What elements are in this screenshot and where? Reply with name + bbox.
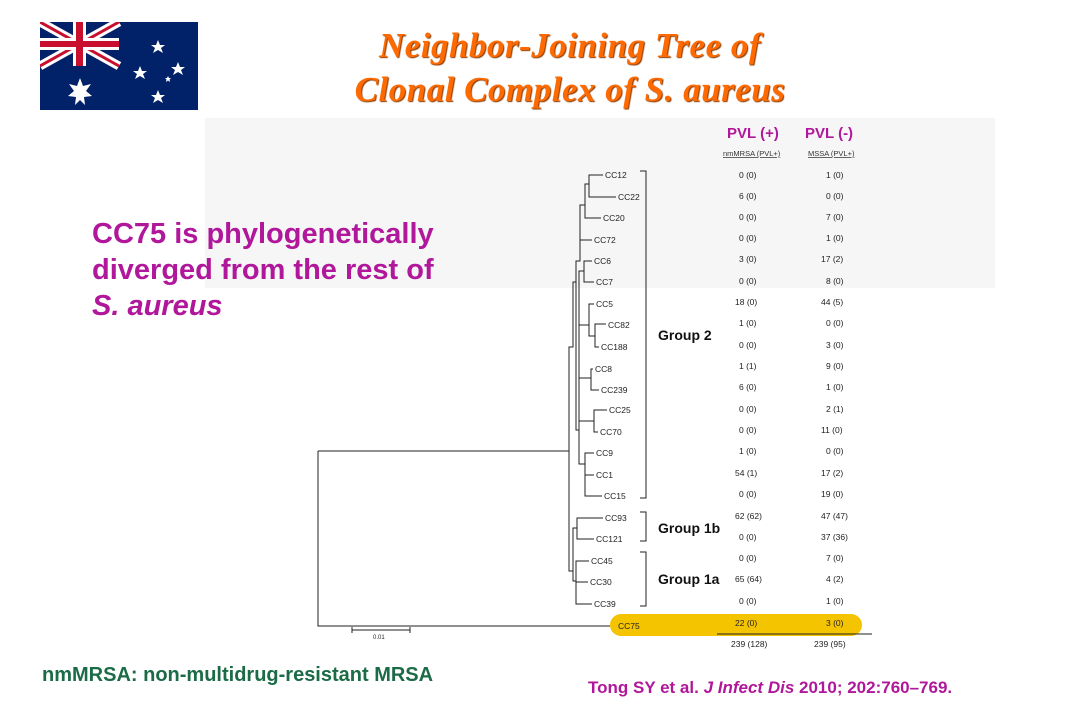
mrsa-count: 62 (62) [735, 511, 762, 521]
mssa-count: 1 (0) [826, 596, 844, 606]
mssa-count: 7 (0) [826, 212, 844, 222]
page-title: Neighbor-Joining Tree of Clonal Complex … [220, 24, 920, 112]
leaf-label: CC12 [605, 170, 627, 180]
mssa-count: 0 (0) [826, 446, 844, 456]
citation-authors: Tong SY et al. [588, 678, 699, 697]
mssa-count: 1 (0) [826, 233, 844, 243]
mrsa-count: 0 (0) [739, 532, 757, 542]
scale-bar-label: 0.01 [373, 635, 385, 641]
mssa-count: 4 (2) [826, 574, 844, 584]
title-line-2: Clonal Complex of S. aureus [354, 70, 786, 109]
leaf-label: CC72 [594, 235, 616, 245]
mssa-count: 2 (1) [826, 404, 844, 414]
mrsa-count: 0 (0) [739, 489, 757, 499]
claim-line-2: diverged from the rest of [92, 254, 434, 286]
leaf-label: CC9 [596, 448, 613, 458]
citation-details: 2010; 202:760–769. [799, 678, 953, 697]
mrsa-count: 18 (0) [735, 297, 757, 307]
mrsa-count: 54 (1) [735, 468, 757, 478]
australian-flag-icon [40, 22, 198, 110]
citation: Tong SY et al. J Infect Dis 2010; 202:76… [588, 678, 952, 698]
mrsa-count: 65 (64) [735, 574, 762, 584]
mrsa-count: 0 (0) [739, 170, 757, 180]
mssa-count: 9 (0) [826, 361, 844, 371]
mssa-count: 47 (47) [821, 511, 848, 521]
leaf-label: CC15 [604, 491, 626, 501]
mrsa-count: 1 (0) [739, 318, 757, 328]
pvl-positive-header: PVL (+) [727, 125, 779, 142]
mssa-count: 1 (0) [826, 170, 844, 180]
leaf-label: CC30 [590, 577, 612, 587]
leaf-label: CC8 [595, 364, 612, 374]
mssa-count: 0 (0) [826, 318, 844, 328]
leaf-label: CC22 [618, 192, 640, 202]
mrsa-count: 0 (0) [739, 596, 757, 606]
mrsa-count: 0 (0) [739, 553, 757, 563]
mrsa-count: 0 (0) [739, 276, 757, 286]
leaf-label: CC25 [609, 405, 631, 415]
leaf-label: CC82 [608, 320, 630, 330]
leaf-label: CC6 [594, 256, 611, 266]
mssa-count: 17 (2) [821, 468, 843, 478]
mrsa-count: 0 (0) [739, 212, 757, 222]
mssa-count: 11 (0) [821, 425, 843, 435]
leaf-label: CC45 [591, 556, 613, 566]
leaf-label-cc75: CC75 [618, 621, 640, 631]
mssa-count: 3 (0) [826, 618, 844, 628]
leaf-label: CC39 [594, 599, 616, 609]
group-2-label: Group 2 [658, 327, 712, 343]
leaf-label: CC70 [600, 427, 622, 437]
mssa-count: 44 (5) [821, 297, 843, 307]
mssa-subheader: MSSA (PVL+) [808, 149, 855, 158]
mrsa-count: 0 (0) [739, 233, 757, 243]
leaf-label: CC188 [601, 342, 628, 352]
citation-journal: J Infect Dis [703, 678, 795, 697]
leaf-label: CC239 [601, 385, 628, 395]
group-1b-label: Group 1b [658, 520, 720, 536]
mssa-count: 8 (0) [826, 276, 844, 286]
mssa-count: 17 (2) [821, 254, 843, 264]
group-1a-label: Group 1a [658, 571, 720, 587]
title-line-1: Neighbor-Joining Tree of [378, 26, 762, 65]
cc75-highlight [610, 614, 862, 636]
mrsa-count: 3 (0) [739, 254, 757, 264]
tree-branches [317, 170, 872, 635]
mssa-count: 0 (0) [826, 191, 844, 201]
leaf-label: CC1 [596, 470, 613, 480]
key-claim: CC75 is phylogenetically diverged from t… [92, 216, 492, 324]
mrsa-count: 6 (0) [739, 191, 757, 201]
mssa-count: 37 (36) [821, 532, 848, 542]
mrsa-count: 22 (0) [735, 618, 757, 628]
mrsa-count: 0 (0) [739, 340, 757, 350]
claim-line-1: CC75 is phylogenetically [92, 218, 434, 250]
leaf-label: CC121 [596, 534, 623, 544]
leaf-label: CC20 [603, 213, 625, 223]
mrsa-total: 239 (128) [731, 639, 768, 649]
leaf-label: CC93 [605, 513, 627, 523]
mrsa-count: 1 (0) [739, 446, 757, 456]
leaf-label: CC5 [596, 299, 613, 309]
mssa-count: 19 (0) [821, 489, 843, 499]
mssa-count: 1 (0) [826, 382, 844, 392]
claim-line-3: S. aureus [92, 290, 223, 322]
mrsa-count: 0 (0) [739, 425, 757, 435]
figure-background [205, 118, 995, 288]
mssa-total: 239 (95) [814, 639, 846, 649]
mssa-count: 3 (0) [826, 340, 844, 350]
mrsa-count: 6 (0) [739, 382, 757, 392]
mrsa-count: 0 (0) [739, 404, 757, 414]
abbreviation-footnote: nmMRSA: non-multidrug-resistant MRSA [42, 664, 434, 686]
mssa-count: 7 (0) [826, 553, 844, 563]
mrsa-count: 1 (1) [739, 361, 757, 371]
pvl-negative-header: PVL (-) [805, 125, 853, 142]
leaf-label: CC7 [596, 277, 613, 287]
nmmrsa-subheader: nmMRSA (PVL+) [723, 149, 781, 158]
